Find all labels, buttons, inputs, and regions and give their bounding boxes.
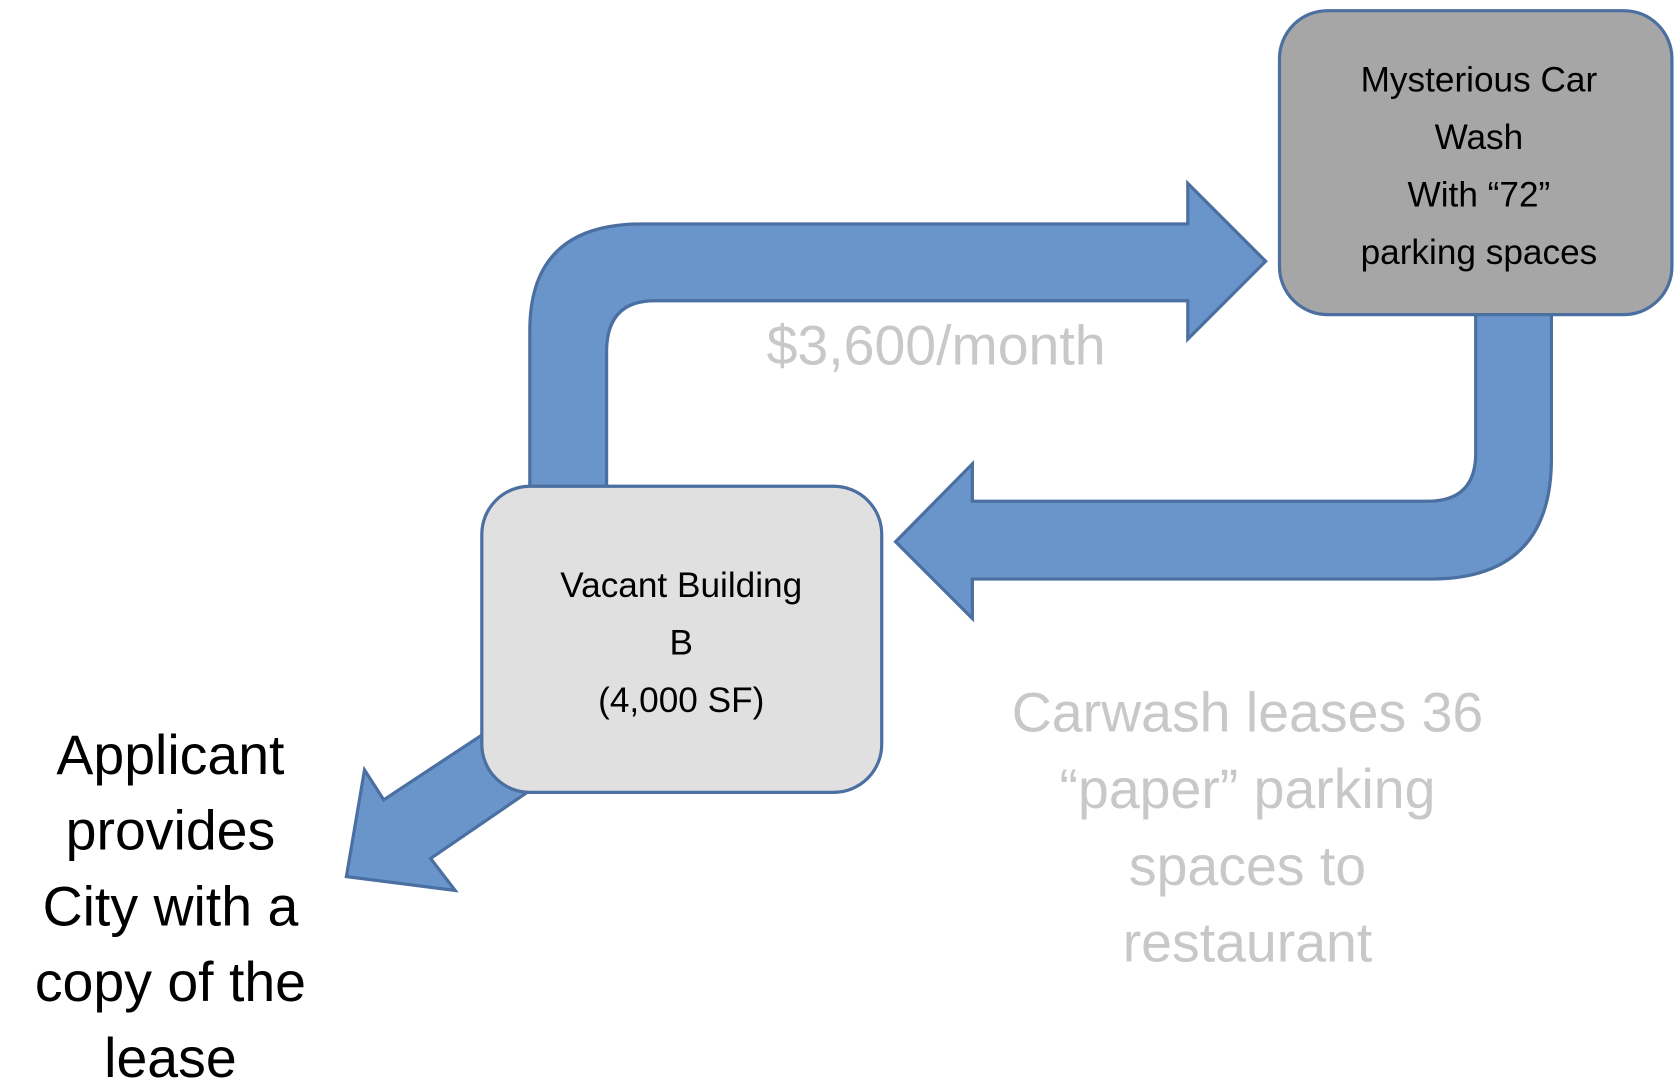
payment-label: $3,600/month (767, 314, 1106, 376)
applicant-note: Applicant (56, 724, 284, 786)
arrow-applicant (344, 731, 532, 893)
node-label: With “72” (1408, 176, 1551, 215)
lease-note: “paper” parking (1060, 758, 1436, 820)
node-label: (4,000 SF) (598, 681, 764, 720)
lease-note: spaces to (1129, 835, 1366, 897)
applicant-note: provides (66, 800, 276, 862)
node-label: B (669, 623, 692, 662)
arrow-payment (528, 179, 1268, 491)
node-label: Wash (1435, 118, 1524, 157)
node-vacant-building (480, 484, 884, 794)
applicant-note: copy of the (35, 951, 306, 1013)
lease-note: restaurant (1123, 912, 1373, 974)
node-label: Mysterious Car (1361, 60, 1598, 99)
node-label: parking spaces (1361, 233, 1598, 272)
node-car-wash (1277, 9, 1674, 317)
lease-note: Carwash leases 36 (1012, 681, 1483, 743)
node-label: Vacant Building (560, 566, 802, 605)
applicant-note: lease (104, 1027, 237, 1089)
arrow-lease (893, 310, 1554, 623)
applicant-note: City with a (43, 875, 299, 937)
